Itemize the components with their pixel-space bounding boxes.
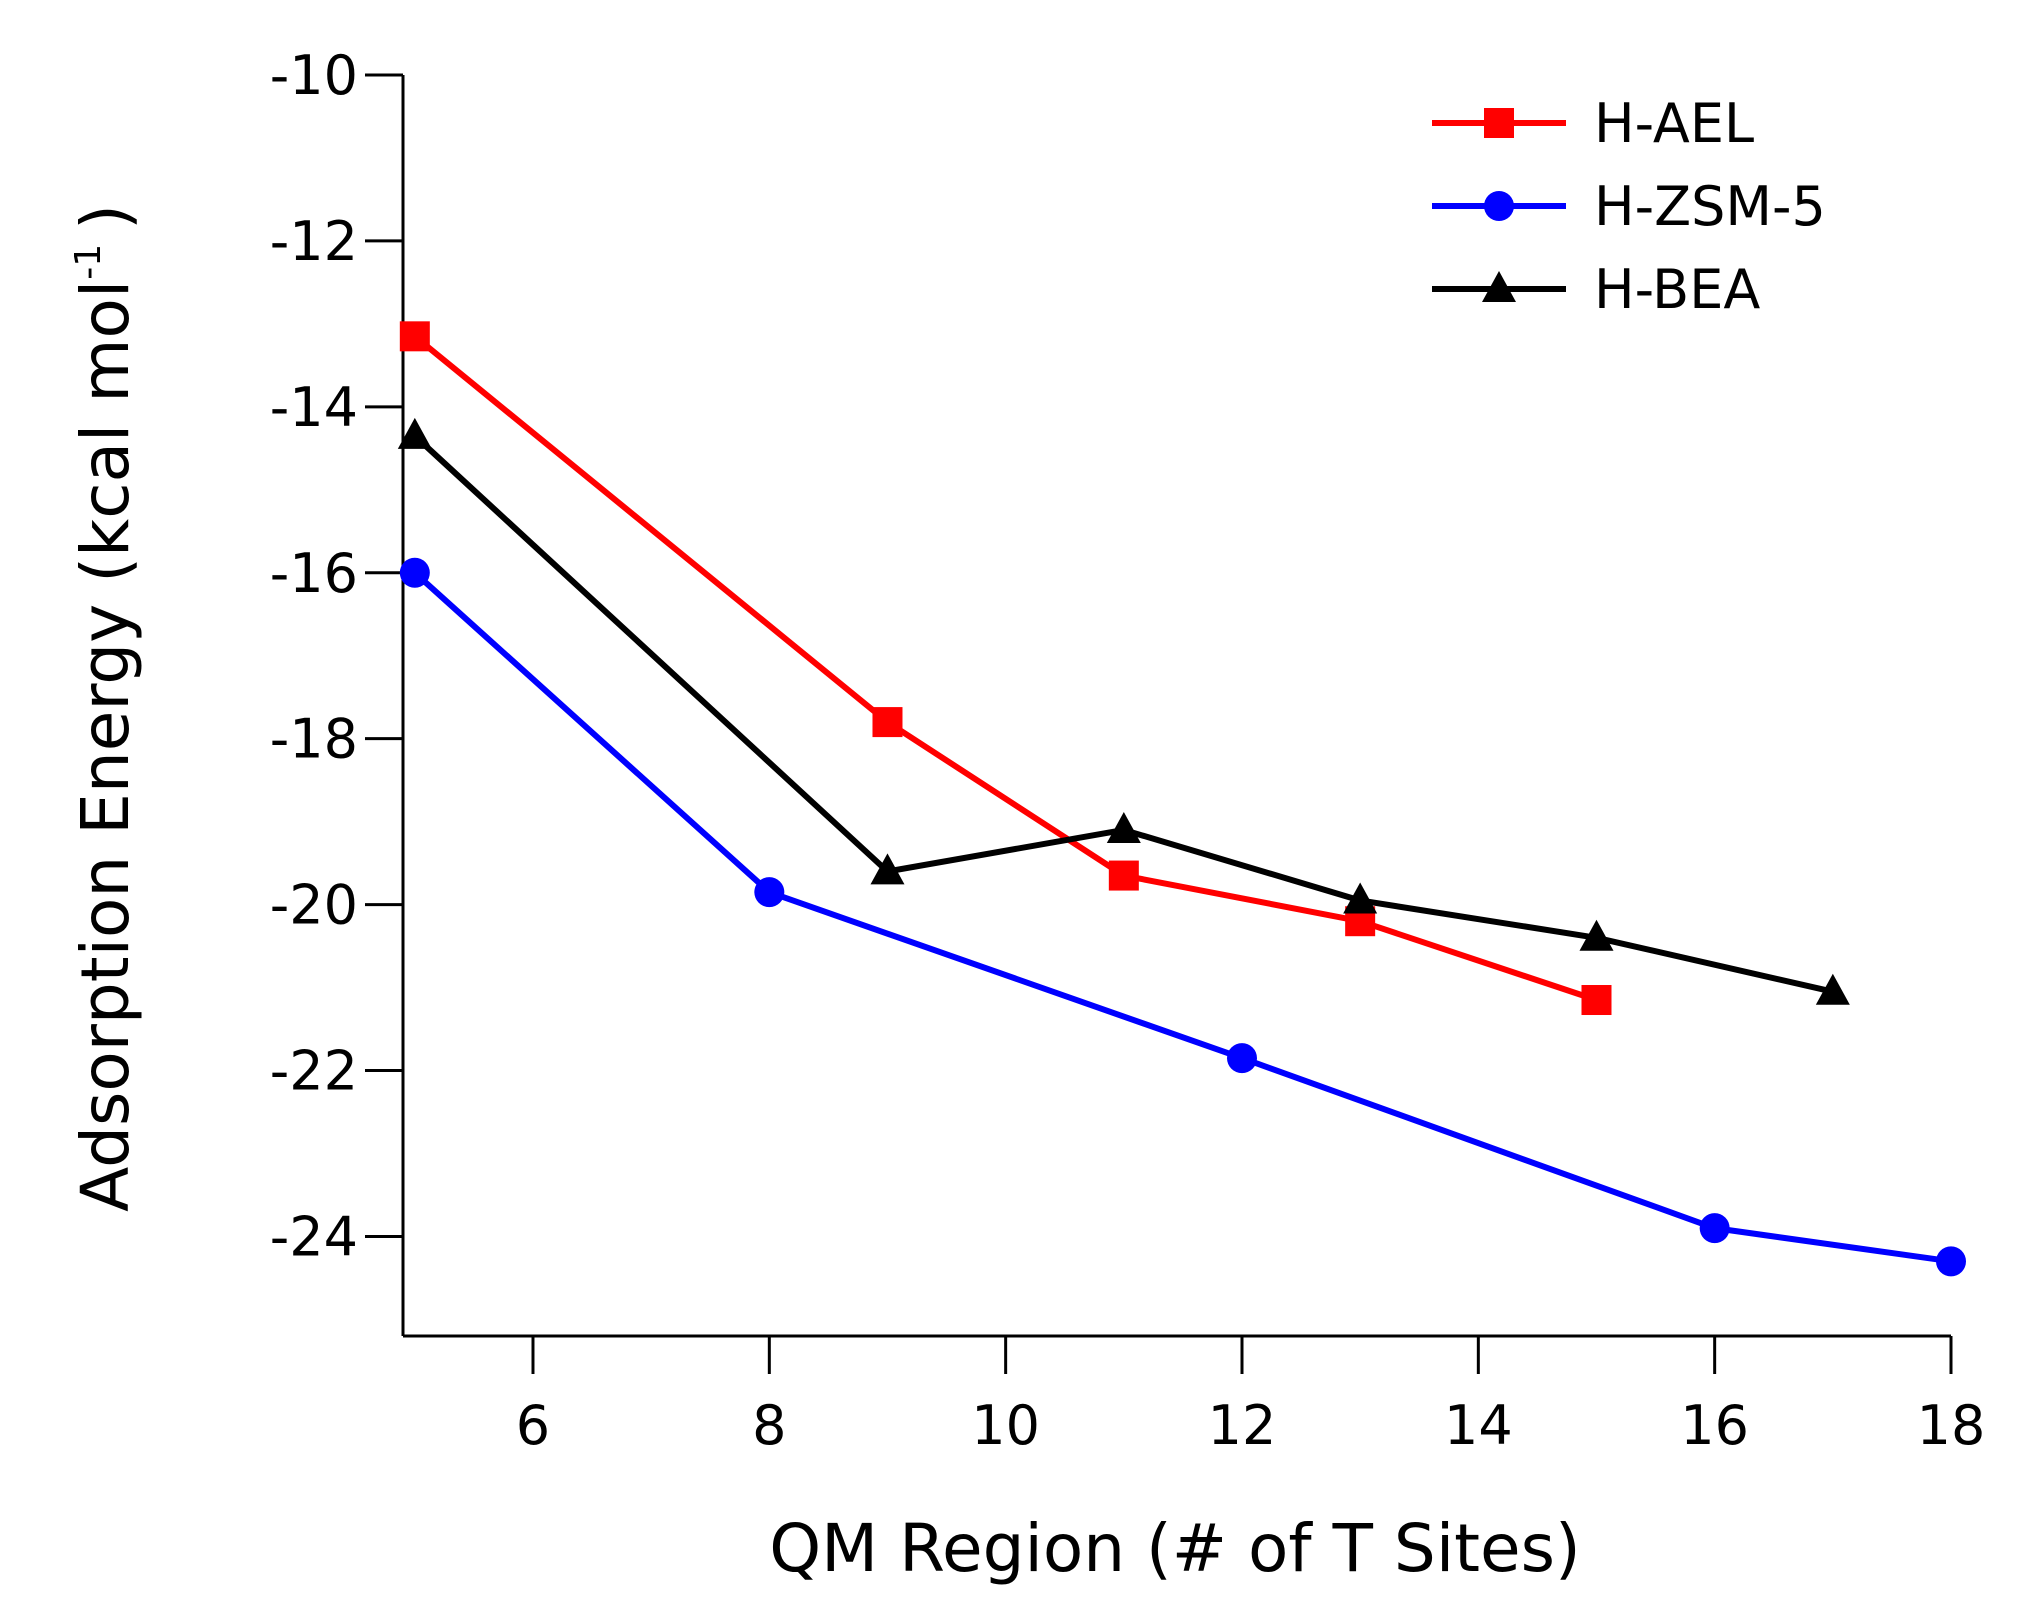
data-point — [754, 877, 785, 908]
plot-series — [397, 321, 1966, 1277]
data-point — [1226, 1043, 1257, 1074]
legend-marker — [1484, 191, 1514, 221]
x-tick-label: 10 — [971, 1394, 1040, 1457]
legend-item: H-ZSM-5 — [1432, 175, 1826, 238]
legend-label: H-ZSM-5 — [1594, 175, 1826, 238]
x-tick-label: 14 — [1444, 1394, 1513, 1457]
y-axis-title-superscript: -1 — [68, 244, 109, 280]
y-tick-label: -22 — [270, 1040, 358, 1103]
y-tick-label: -14 — [270, 376, 358, 439]
data-point — [872, 707, 903, 738]
legend-item: H-BEA — [1432, 258, 1760, 321]
y-tick-label: -24 — [270, 1205, 358, 1268]
y-axis-title: Adsorption Energy (kcal mol-1) — [67, 204, 144, 1212]
x-tick-label: 12 — [1208, 1394, 1277, 1457]
data-point — [1106, 811, 1141, 843]
series-line — [412, 570, 1952, 1265]
x-tick-label: 18 — [1917, 1394, 1986, 1457]
data-point — [399, 321, 430, 352]
data-point — [1699, 1213, 1730, 1244]
legend-item: H-AEL — [1432, 92, 1754, 155]
x-ticks: 6 8 10 12 14 16 18 — [516, 1336, 1986, 1457]
legend-marker — [1484, 108, 1514, 138]
data-point — [399, 557, 430, 588]
data-point — [1108, 860, 1139, 891]
y-tick-label: -12 — [270, 210, 358, 273]
data-point — [397, 417, 432, 449]
data-point — [870, 853, 905, 885]
series-h-ael — [399, 321, 1612, 1016]
y-axis-title-close: ) — [67, 204, 144, 230]
y-tick-label: -20 — [270, 874, 358, 937]
data-point — [1581, 985, 1612, 1016]
data-point — [1579, 919, 1614, 951]
y-tick-label: -10 — [270, 44, 358, 107]
y-tick-label: -18 — [270, 708, 358, 771]
legend-label: H-AEL — [1594, 92, 1754, 155]
y-axis-title-main: Adsorption Energy (kcal mol — [67, 280, 144, 1212]
legend-label: H-BEA — [1594, 258, 1760, 321]
x-tick-label: 16 — [1680, 1394, 1749, 1457]
series-line — [412, 334, 1598, 1003]
data-point — [1936, 1246, 1966, 1277]
data-point — [1343, 882, 1378, 914]
data-point — [1815, 973, 1850, 1005]
legend: H-AEL H-ZSM-5 H-BEA — [1432, 92, 1826, 321]
x-axis-title: QM Region (# of T Sites) — [769, 1510, 1581, 1587]
axes: -10 -12 -14 -16 -18 -20 -22 -24 6 8 10 12 14 16 18 — [270, 44, 1986, 1457]
y-tick-label: -16 — [270, 542, 358, 605]
x-tick-label: 8 — [752, 1394, 786, 1457]
x-tick-label: 6 — [516, 1394, 550, 1457]
legend-marker — [1482, 271, 1516, 302]
series-h-zsm-5 — [399, 557, 1966, 1277]
series-line — [412, 433, 1834, 995]
series-h-bea — [397, 417, 1850, 1005]
y-ticks: -10 -12 -14 -16 -18 -20 -22 -24 — [270, 44, 403, 1268]
